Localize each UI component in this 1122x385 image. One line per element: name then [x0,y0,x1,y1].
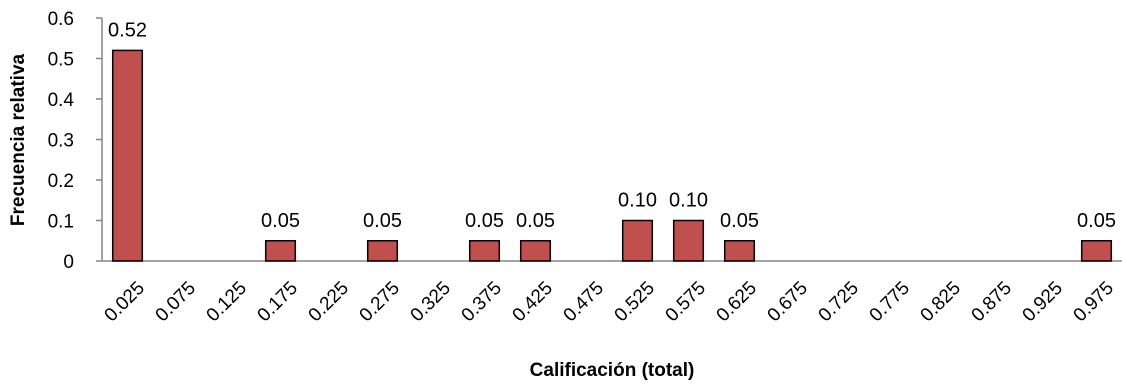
data-label-0.275: 0.05 [363,210,402,232]
x-tick-label-0.525: 0.525 [611,278,659,326]
x-tick-label-0.275: 0.275 [356,278,404,326]
y-tick-label: 0.5 [48,50,74,71]
data-labels: 0.52 0.05 0.05 0.05 0.05 0.10 0.10 0.05 0.05 [108,19,1116,231]
x-tick-label-0.725: 0.725 [815,278,863,326]
y-tick-label: 0 [63,252,74,273]
x-tick-label-0.875: 0.875 [968,278,1016,326]
x-tick-label-0.375: 0.375 [458,278,506,326]
x-tick-label-0.575: 0.575 [662,278,710,326]
x-tick-label-0.225: 0.225 [305,278,353,326]
bar-0.025 [111,49,144,262]
y-tick-label: 0.4 [48,90,75,111]
y-tick-label: 0.2 [48,171,74,192]
y-axis-title: Frecuencia relativa [8,53,29,226]
data-label-0.525: 0.10 [618,190,657,212]
x-tick-label-0.925: 0.925 [1019,278,1067,326]
bar-0.275 [366,240,399,262]
data-label-0.425: 0.05 [516,210,555,232]
bar-0.975 [1080,240,1113,262]
data-label-0.625: 0.05 [720,210,759,232]
x-axis-title: Calificación (total) [530,360,695,381]
x-tick-label-0.025: 0.025 [101,278,149,326]
x-tick-label-0.075: 0.075 [152,278,200,326]
x-tick-label-0.325: 0.325 [407,278,455,326]
x-tick-label-0.625: 0.625 [713,278,761,326]
x-tick-label-0.125: 0.125 [203,278,251,326]
bar-0.575 [672,219,705,262]
y-tick-label: 0.3 [48,131,74,152]
data-label-0.375: 0.05 [465,210,504,232]
x-tick-label-0.825: 0.825 [917,278,965,326]
bar-0.625 [723,240,756,262]
x-tick-label-0.975: 0.975 [1070,278,1118,326]
data-label-0.025: 0.52 [108,19,147,41]
y-tick-label: 0.6 [48,9,74,30]
bar-0.175 [264,240,297,262]
data-label-0.975: 0.05 [1077,210,1116,232]
x-tick-label-0.775: 0.775 [866,278,914,326]
bars [111,49,1113,262]
x-tick-label-0.175: 0.175 [254,278,302,326]
y-tick-label: 0.1 [48,212,74,233]
bar-0.525 [621,219,654,262]
y-axis-ticks: 0 0.1 0.2 0.3 0.4 0.5 0.6 [48,9,102,273]
data-label-0.575: 0.10 [669,190,708,212]
bar-0.425 [519,240,552,262]
x-tick-label-0.425: 0.425 [509,278,557,326]
x-tick-label-0.475: 0.475 [560,278,608,326]
data-label-0.175: 0.05 [261,210,300,232]
bar-0.375 [468,240,501,262]
x-tick-label-0.675: 0.675 [764,278,812,326]
x-axis-ticks: 0.025 0.075 0.125 0.175 0.225 0.275 0.325 0.375… [101,278,1118,326]
